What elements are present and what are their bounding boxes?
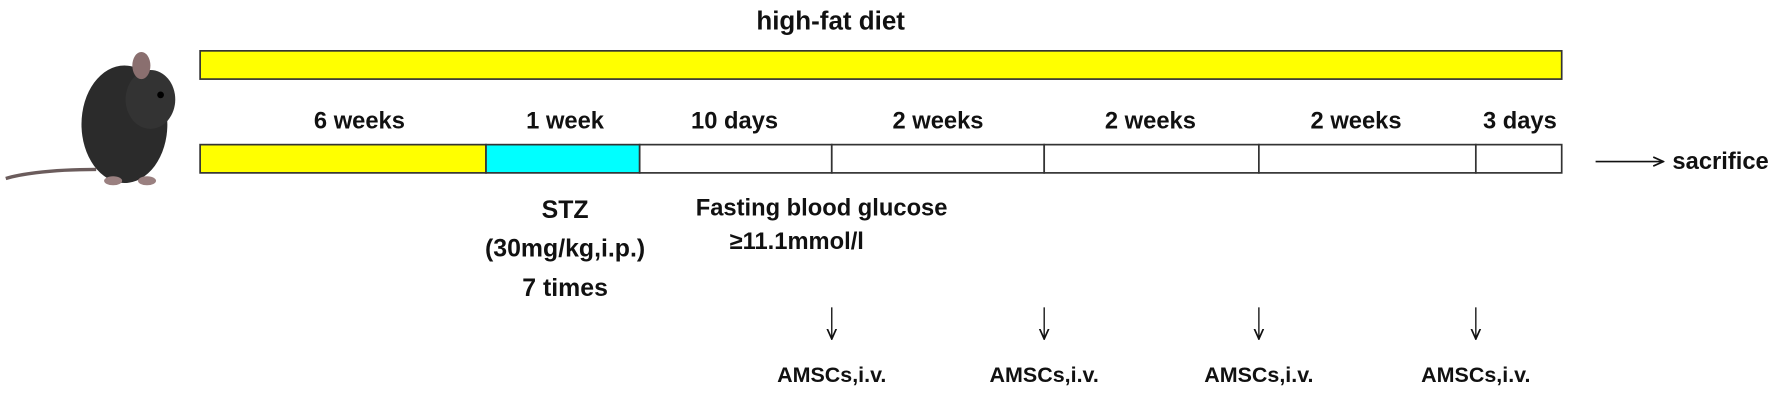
timeline-segment xyxy=(830,143,1046,174)
timeline-bar xyxy=(199,143,1563,174)
segment-label: 6 weeks xyxy=(314,108,405,134)
segment-label: 3 days xyxy=(1483,108,1557,134)
stz-note: 7 times xyxy=(522,275,608,302)
segment-label: 10 days xyxy=(691,108,778,134)
timeline-segment xyxy=(1043,143,1260,174)
end-label: sacrifice xyxy=(1672,149,1768,175)
fasting-note: ≥11.1mmol/l xyxy=(730,229,864,255)
diet-bar xyxy=(199,50,1563,80)
segment-label: 1 week xyxy=(526,108,605,134)
timeline-segment xyxy=(638,143,833,174)
injection-label: AMSCs,i.v. xyxy=(1421,363,1530,387)
fasting-note: Fasting blood glucose xyxy=(696,195,948,221)
injection-label: AMSCs,i.v. xyxy=(990,363,1099,387)
segment-label: 2 weeks xyxy=(1311,108,1402,134)
injection-label: AMSCs,i.v. xyxy=(777,363,886,387)
injection-label: AMSCs,i.v. xyxy=(1204,363,1313,387)
mouse-icon xyxy=(5,51,176,186)
stz-note: STZ xyxy=(542,197,589,224)
injection-arrows xyxy=(832,307,1476,339)
diet-title: high-fat diet xyxy=(756,5,905,35)
timeline-segment xyxy=(1258,143,1477,174)
timeline-segment xyxy=(199,143,487,174)
timeline-segment xyxy=(1474,143,1563,174)
timeline-segment xyxy=(485,143,641,174)
segment-label: 2 weeks xyxy=(892,108,983,134)
stz-note: (30mg/kg,i.p.) xyxy=(485,235,645,262)
segment-label: 2 weeks xyxy=(1105,108,1196,134)
